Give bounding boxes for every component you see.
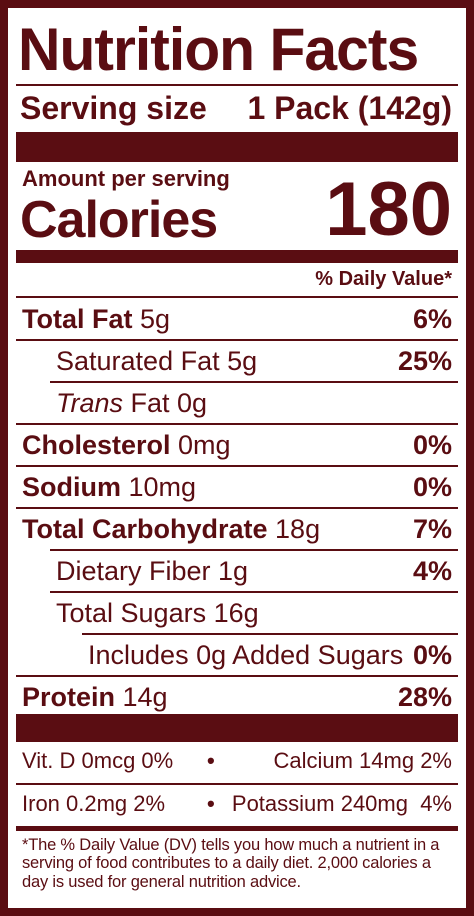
nutrient-dv: 7% [412,514,452,544]
nutrient-dv: 0% [412,472,452,502]
nutrient-dv: 6% [412,304,452,334]
serving-size-label: Serving size [20,90,207,126]
nutrient-amount: 0mg [170,430,231,460]
nutrient-row-total-sugars: Total Sugars 16g [22,600,452,627]
nutrient-dv: 4% [412,556,452,586]
divider-9 [16,675,458,677]
nutrient-name: Sodium [22,472,121,502]
label-title: Nutrition Facts [18,16,419,83]
nutrient-amount: 18g [267,514,321,544]
divider-dv [16,296,458,298]
divider-8 [82,633,458,635]
footnote: *The % Daily Value (DV) tells you how mu… [22,836,440,891]
nutrient-name: Includes 0g Added Sugars [88,640,404,670]
calories-label: Calories [20,191,218,249]
nutrient-amount: 5g [132,304,171,334]
divider-5 [16,507,458,509]
thick-divider-bottom [16,714,458,742]
nutrient-name-rest: Fat 0g [123,388,208,418]
calories-value: 180 [325,167,452,252]
divider-7 [50,591,458,593]
bullet-icon: • [207,748,215,773]
nutrient-row-sodium: Sodium 10mg 0% [22,474,452,501]
thick-divider-calories [16,250,458,263]
nutrient-dv: 25% [397,346,452,376]
nutrient-name: Saturated Fat 5g [56,346,258,376]
nutrient-row-saturated-fat: Saturated Fat 5g 25% [22,348,452,375]
serving-size-value: 1 Pack (142g) [247,90,452,126]
bullet-icon: • [207,791,215,816]
calcium: Calcium 14mg 2% [273,748,452,773]
nutrient-row-dietary-fiber: Dietary Fiber 1g 4% [22,558,452,585]
nutrient-name: Total Sugars 16g [56,598,259,628]
nutrient-name: Cholesterol [22,430,171,460]
nutrient-row-added-sugars: Includes 0g Added Sugars 0% [22,642,452,669]
nutrient-name: Dietary Fiber 1g [56,556,249,586]
amount-per-serving: Amount per serving [22,166,230,191]
vitamin-d: Vit. D 0mcg 0% [22,748,174,773]
nutrient-amount: 10mg [121,472,197,502]
nutrient-dv: 0% [412,640,452,670]
nutrient-row-total-carbohydrate: Total Carbohydrate 18g 7% [22,516,452,543]
thick-divider-top [16,132,458,162]
daily-value-header: % Daily Value* [315,268,452,290]
divider-4 [16,465,458,467]
nutrient-name: Total Carbohydrate [22,514,268,544]
divider-3 [16,423,458,425]
nutrient-row-cholesterol: Cholesterol 0mg 0% [22,432,452,459]
nutrient-dv: 0% [412,430,452,460]
nutrient-dv: 28% [397,682,452,712]
nutrient-row-trans-fat: Trans Fat 0g [22,390,452,417]
nutrient-name: Protein [22,682,116,712]
title-divider [16,84,458,86]
nutrient-name: Total Fat [22,304,133,334]
potassium: Potassium 240mg 4% [231,791,452,816]
iron: Iron 0.2mg 2% [22,791,166,816]
divider-6 [50,549,458,551]
footnote-divider [16,826,458,831]
divider-10 [16,783,458,785]
nutrient-amount: 14g [115,682,168,712]
divider-1 [16,339,458,341]
nutrient-row-protein: Protein 14g 28% [22,684,452,711]
nutrient-name-italic: Trans [56,388,124,418]
divider-2 [50,381,458,383]
nutrient-row-total-fat: Total Fat 5g 6% [22,306,452,333]
